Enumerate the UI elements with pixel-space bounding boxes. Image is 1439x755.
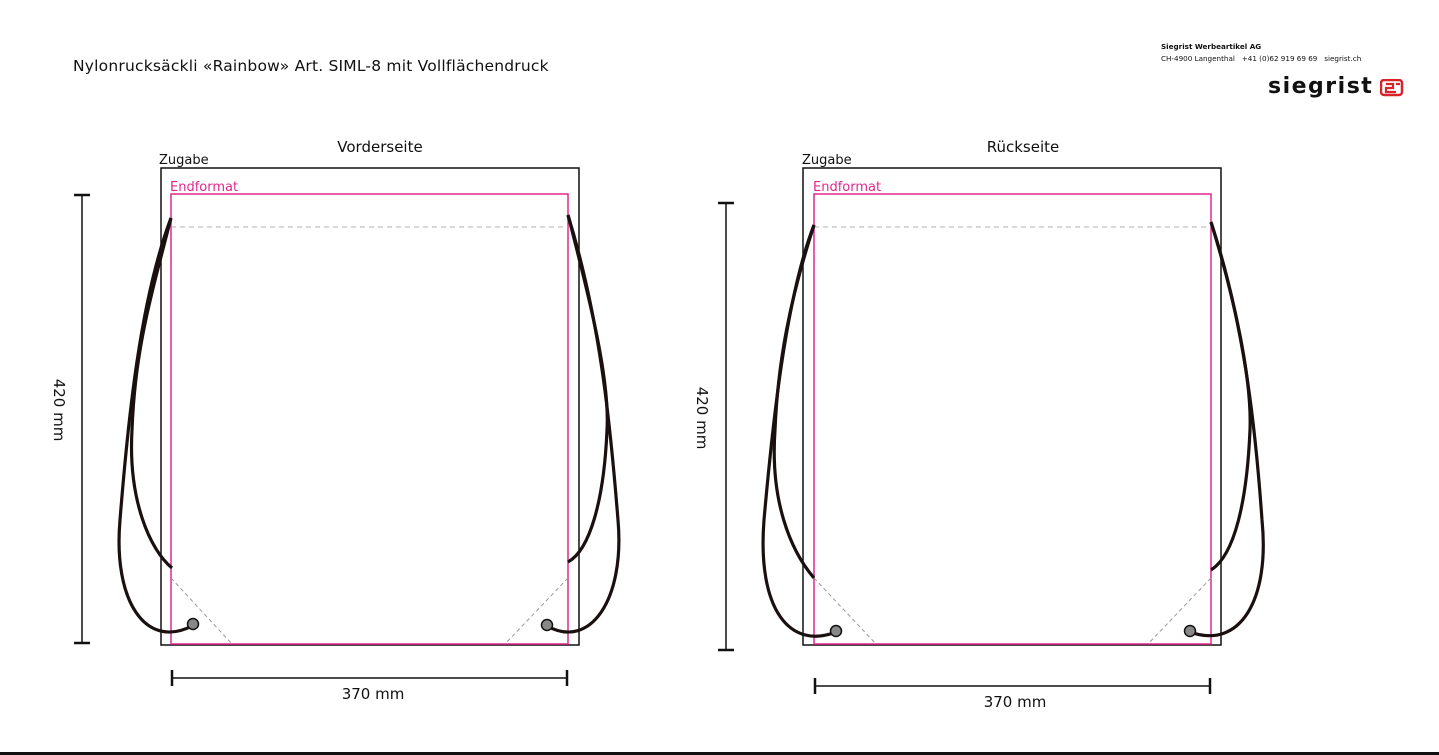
company-logo: siegrist	[1268, 74, 1374, 99]
zugabe-outline	[160, 167, 580, 646]
document-title: Nylonrucksäckli «Rainbow» Art. SIML-8 mi…	[73, 57, 549, 75]
zugabe-label: Zugabe	[802, 153, 852, 168]
corner-guide-left	[170, 577, 233, 645]
width-label: 370 mm	[984, 693, 1047, 711]
cord-right-outer	[546, 214, 621, 634]
zugabe-outline	[802, 167, 1222, 646]
corner-guide-left	[813, 577, 877, 645]
company-web: siegrist.ch	[1324, 53, 1362, 63]
height-label: 420 mm	[50, 379, 68, 442]
panel-front: Vorderseite Zugabe Endformat 420 mm 370 …	[50, 138, 621, 703]
footer-divider	[0, 752, 1439, 755]
cord-left-inner	[772, 224, 816, 580]
cord-right-inner	[566, 214, 609, 564]
endformat-outline	[813, 193, 1212, 645]
corner-guide-right	[1147, 577, 1212, 645]
cord-right-inner	[1209, 221, 1252, 572]
grommet-right-icon	[1183, 624, 1197, 638]
width-label: 370 mm	[342, 685, 405, 703]
company-address: CH-4900 Langenthal	[1161, 53, 1235, 63]
height-label: 420 mm	[693, 387, 711, 450]
endformat-outline	[170, 193, 569, 645]
grommet-right-icon	[540, 618, 554, 632]
panel-title: Vorderseite	[337, 138, 422, 156]
panel-back: Rückseite Zugabe Endformat 420 mm 370 mm	[693, 138, 1265, 711]
grommet-left-icon	[186, 617, 200, 631]
corner-guide-right	[504, 577, 569, 645]
logo-mark-icon	[1380, 79, 1404, 97]
endformat-label: Endformat	[170, 180, 238, 195]
company-contact: CH-4900 Langenthal +41 (0)62 919 69 69 s…	[1161, 53, 1361, 65]
cord-right-outer	[1189, 221, 1265, 638]
zugabe-label: Zugabe	[159, 153, 209, 168]
panel-title: Rückseite	[987, 138, 1060, 156]
cord-left-outer	[117, 217, 193, 634]
company-phone: +41 (0)62 919 69 69	[1241, 53, 1318, 63]
company-info: Siegrist Werbeartikel AG CH-4900 Langent…	[1161, 41, 1361, 64]
company-name: Siegrist Werbeartikel AG	[1161, 42, 1262, 51]
cord-left-inner	[129, 217, 174, 570]
cord-left-outer	[761, 224, 837, 638]
grommet-left-icon	[829, 624, 843, 638]
endformat-label: Endformat	[813, 180, 881, 195]
